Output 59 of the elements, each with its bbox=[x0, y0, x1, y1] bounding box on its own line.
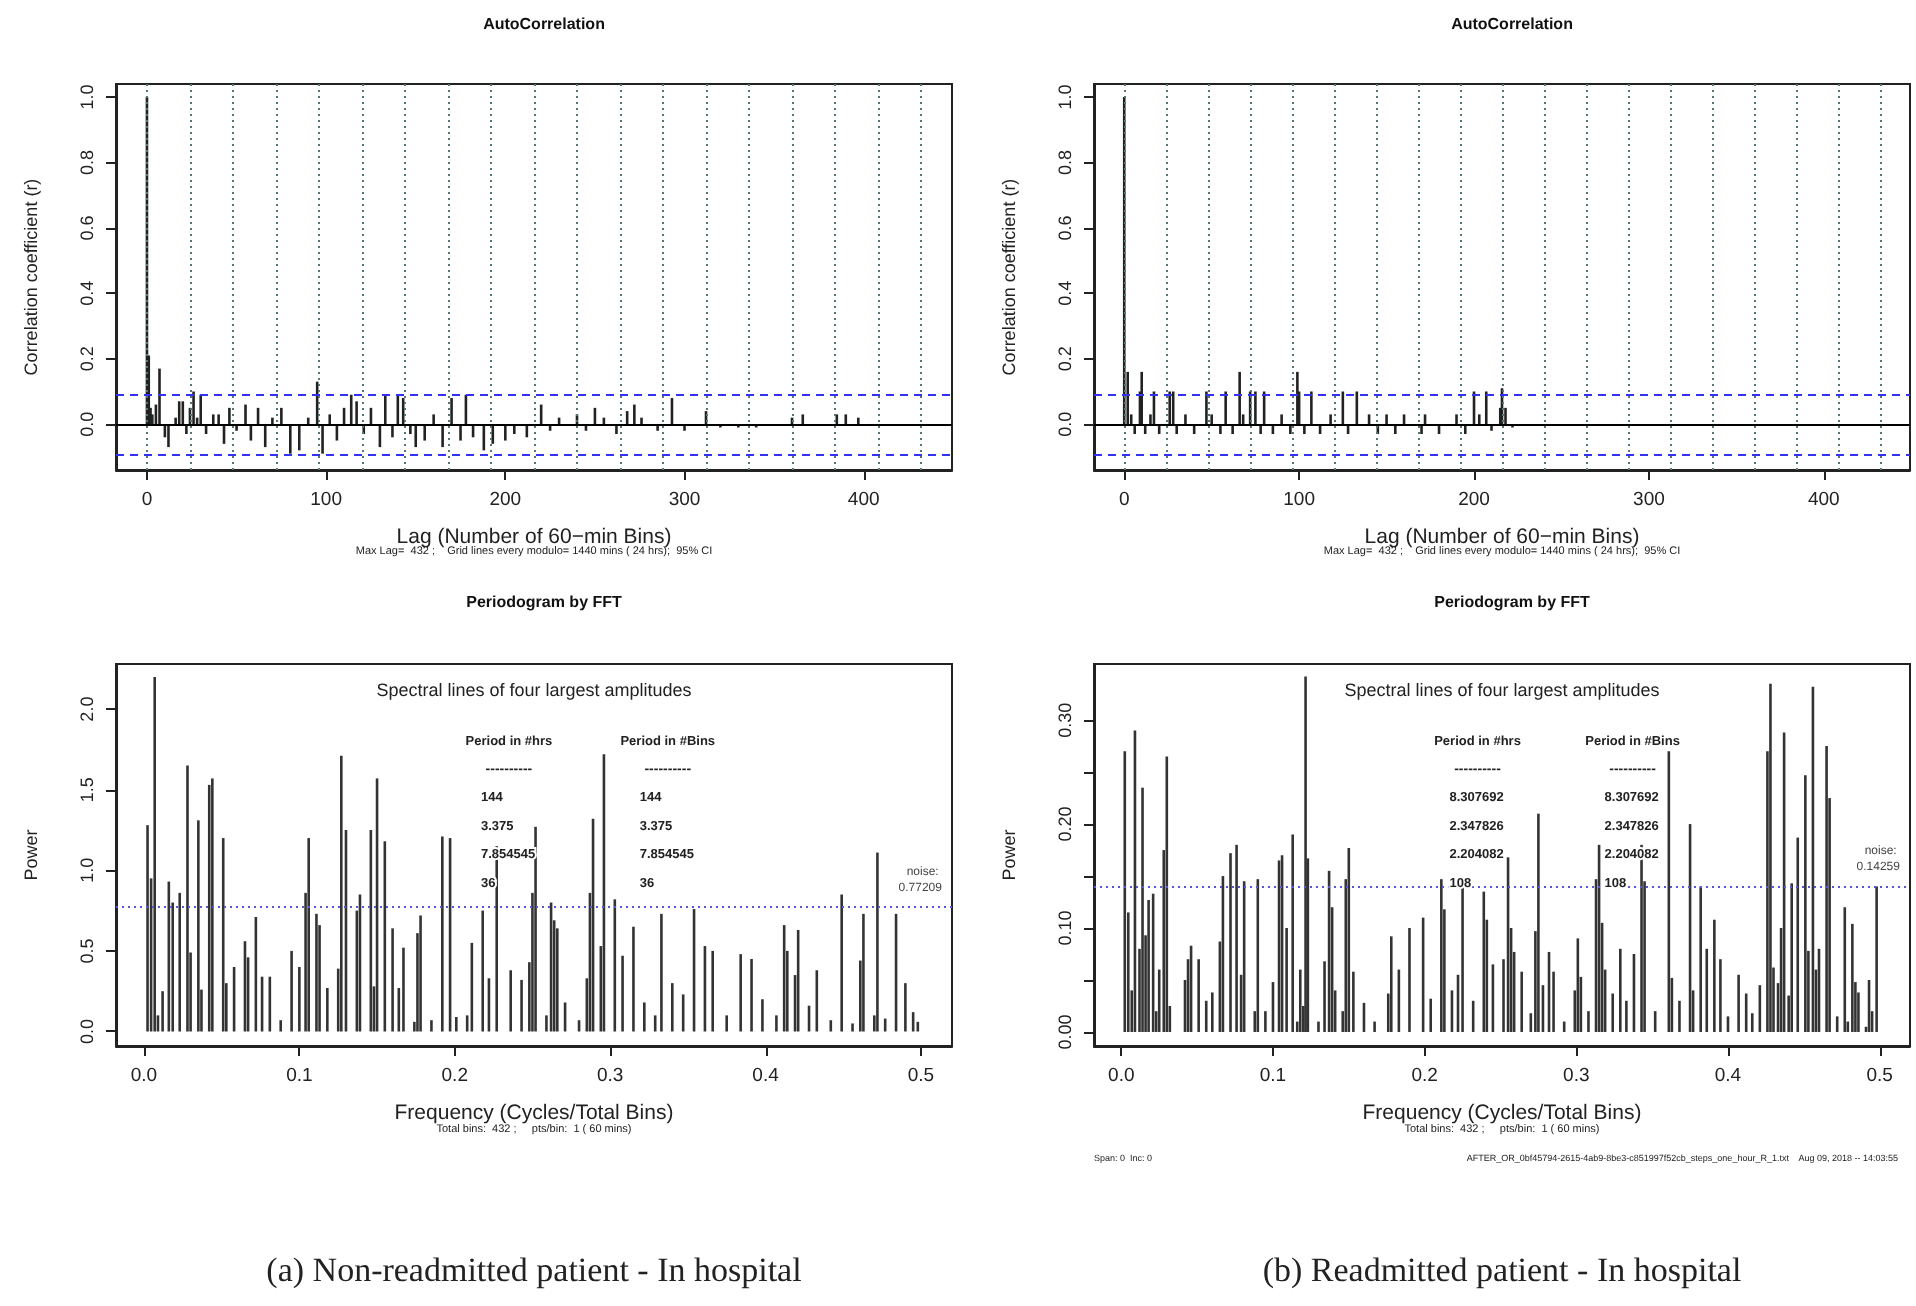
x-tick-label: 300 bbox=[1633, 489, 1665, 511]
x-tick-label: 400 bbox=[847, 489, 880, 511]
x-tick-label: 0.2 bbox=[1411, 1065, 1438, 1087]
x-tick-label: 200 bbox=[1458, 489, 1490, 511]
y-tick-label: 1.5 bbox=[77, 777, 97, 803]
x-tick-label: 0.3 bbox=[596, 1065, 624, 1087]
y-tick-label: 0.6 bbox=[77, 215, 97, 241]
x-tick-label: 0.0 bbox=[130, 1065, 158, 1087]
text: (b) Readmitted patient - In hospital bbox=[1262, 1251, 1742, 1289]
chart-title: AutoCorrelation bbox=[483, 15, 606, 33]
y-tick-label: 1.0 bbox=[77, 857, 97, 883]
y-tick-label: 0.20 bbox=[1055, 806, 1075, 842]
y-tick-label: 0.0 bbox=[1055, 411, 1075, 437]
annotation: Spectral lines of four largest amplitudes bbox=[1344, 680, 1661, 700]
x-tick-label: 0.1 bbox=[1259, 1065, 1287, 1087]
y-tick-label: 1.0 bbox=[1055, 84, 1075, 110]
x-tick-label: 0.3 bbox=[1563, 1065, 1590, 1087]
x-axis-title: Frequency (Cycles/Total Bins) bbox=[394, 1101, 674, 1125]
x-tick-label: 0.5 bbox=[1866, 1065, 1893, 1087]
y-tick-label: 0.4 bbox=[77, 280, 97, 306]
y-tick-label: 1.0 bbox=[77, 84, 97, 110]
x-axis-title: Lag (Number of 60−min Bins) bbox=[1364, 525, 1640, 549]
x-tick-label: 0 bbox=[141, 489, 153, 511]
y-axis-title: Power bbox=[21, 829, 41, 881]
x-tick-label: 0.4 bbox=[1714, 1065, 1742, 1087]
x-tick-label: 100 bbox=[1283, 489, 1315, 511]
x-tick-label: 0.0 bbox=[1108, 1065, 1135, 1087]
chart-title: Periodogram by FFT bbox=[466, 593, 622, 611]
annotation: Spectral lines of four largest amplitudes bbox=[376, 680, 693, 700]
chart-title: AutoCorrelation bbox=[1451, 15, 1574, 33]
x-tick-label: 0.5 bbox=[907, 1065, 935, 1087]
y-tick-label: 0.0 bbox=[77, 1018, 97, 1045]
y-tick-label: 0.4 bbox=[1055, 280, 1075, 306]
y-tick-label: 0.2 bbox=[77, 346, 97, 372]
text: (a) Non-readmitted patient - In hospital bbox=[266, 1251, 803, 1289]
y-axis-title: Correlation coefficient (r) bbox=[21, 178, 41, 376]
y-axis-title: Correlation coefficient (r) bbox=[999, 178, 1019, 376]
x-tick-label: 0.1 bbox=[286, 1065, 313, 1087]
x-tick-label: 100 bbox=[310, 489, 343, 511]
x-tick-label: 0 bbox=[1118, 489, 1130, 511]
x-axis-title: Frequency (Cycles/Total Bins) bbox=[1362, 1101, 1642, 1125]
x-tick-label: 0.4 bbox=[752, 1065, 779, 1087]
y-tick-label: 2.0 bbox=[77, 696, 97, 722]
y-tick-label: 0.00 bbox=[1055, 1014, 1075, 1050]
y-tick-label: 0.5 bbox=[77, 938, 97, 964]
y-tick-label: 0.10 bbox=[1055, 910, 1075, 946]
y-tick-label: 0.0 bbox=[77, 411, 97, 437]
x-tick-label: 0.2 bbox=[441, 1065, 468, 1087]
chart-title: Periodogram by FFT bbox=[1434, 593, 1590, 611]
y-tick-label: 0.30 bbox=[1055, 702, 1075, 738]
y-axis-title: Power bbox=[999, 829, 1019, 881]
y-tick-label: 0.8 bbox=[1055, 149, 1075, 176]
y-tick-label: 0.8 bbox=[77, 149, 97, 176]
x-tick-label: 200 bbox=[489, 489, 522, 511]
x-tick-label: 300 bbox=[668, 489, 701, 511]
y-tick-label: 0.6 bbox=[1055, 215, 1075, 241]
y-tick-label: 0.2 bbox=[1055, 346, 1075, 372]
x-axis-title: Lag (Number of 60−min Bins) bbox=[396, 525, 672, 549]
x-tick-label: 400 bbox=[1807, 489, 1840, 511]
